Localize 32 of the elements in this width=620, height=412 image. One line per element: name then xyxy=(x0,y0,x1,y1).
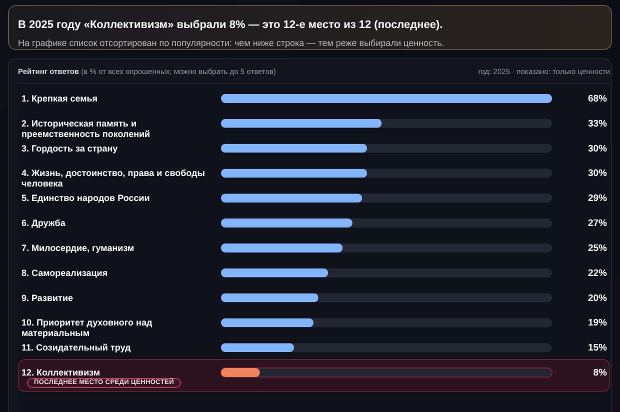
data-label: 15% xyxy=(588,342,608,354)
data-label: 22% xyxy=(588,268,608,279)
y-tick-label: 10. Приоритет духовного над материальным xyxy=(22,318,152,338)
bar xyxy=(221,268,328,278)
data-label: 8% xyxy=(593,368,608,379)
data-label: 27% xyxy=(588,218,608,230)
data-label: 68% xyxy=(588,93,608,104)
y-tick-label: 7. Милосердие, гуманизм xyxy=(22,242,134,253)
y-tick-label: 12. Коллективизм xyxy=(22,368,100,378)
y-tick-label: 2. Историческая память и преемственность поколений xyxy=(22,118,150,139)
y-tick-label: 8. Самореализация xyxy=(22,268,108,278)
y-tick-label: 1. Крепкая семья xyxy=(22,93,98,104)
data-label: 30% xyxy=(588,143,608,154)
data-label: 19% xyxy=(588,318,608,329)
y-tick-label: 5. Единство народов России xyxy=(22,193,150,204)
y-tick-label: 11. Созидательный труд xyxy=(22,342,132,353)
bar xyxy=(221,343,294,352)
title-panel: В 2025 году «Коллективизм» выбрали 8% — это 12-е место из 12 (последнее). На графике список отсортирован по популярности: чем ниже строка — тем реже выбирали ценность. xyxy=(8,5,612,50)
y-tick-label: 9. Развитие xyxy=(22,292,73,303)
data-label: 33% xyxy=(588,118,608,130)
data-label: 30% xyxy=(588,168,608,180)
bar xyxy=(221,368,260,378)
bar xyxy=(221,318,314,328)
chart-title: В 2025 году «Коллективизм» выбрали 8% — это 12-е место из 12 (последнее). xyxy=(18,19,443,32)
y-tick-label: 4. Жизнь, достоинство, права и свободы человека xyxy=(22,168,206,189)
y-tick-label: 6. Дружба xyxy=(22,218,66,228)
chart-subtitle: На графике список отсортирован по популярности: чем ниже строка — тем реже выбирали ценность. xyxy=(18,38,444,49)
data-label: 25% xyxy=(588,242,608,254)
y-tick-label: 3. Гордость за страну xyxy=(22,143,118,154)
bar xyxy=(221,293,318,302)
data-label: 20% xyxy=(588,292,608,304)
data-label: 29% xyxy=(588,193,608,204)
